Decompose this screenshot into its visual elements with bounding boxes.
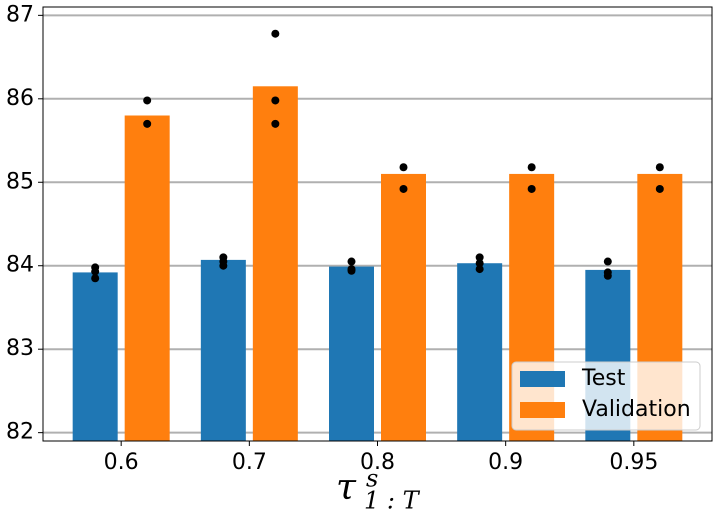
x-tick-label: 0.95 [609,450,658,475]
data-point [527,184,536,193]
bar [252,86,298,442]
y-tick-label: 85 [6,169,34,194]
data-point [91,274,100,283]
legend-label: Test [581,366,626,391]
legend-swatch [520,371,565,387]
bar [124,115,170,441]
data-point [271,119,280,128]
data-point [475,265,484,274]
data-point [655,163,664,172]
y-tick-label: 83 [6,336,34,361]
x-label-sub: 1 : T [364,487,421,515]
data-point [475,253,484,262]
x-tick-label: 0.8 [360,450,395,475]
data-point [475,259,484,268]
data-point [143,96,152,105]
data-point [399,163,408,172]
y-tick-label: 84 [6,253,34,278]
axes-frame [42,6,713,442]
data-point [219,261,228,270]
data-point [271,96,280,105]
data-point [603,257,612,266]
x-tick-label: 0.6 [104,450,139,475]
data-point [527,163,536,172]
legend-label: Validation [582,397,691,422]
data-point [603,271,612,280]
data-point [347,257,356,266]
bar [457,263,503,441]
bar [381,173,426,441]
x-label-sup: s [366,465,378,493]
data-point [655,184,664,193]
y-tick-label: 86 [6,86,34,111]
x-label-base: τ [336,467,357,508]
x-tick-label: 0.9 [488,450,523,475]
bar [72,272,118,441]
y-tick-label: 87 [6,2,34,27]
y-tick-label: 82 [6,420,34,445]
data-point [143,119,152,128]
legend-swatch [520,402,565,418]
x-tick-label: 0.7 [232,450,267,475]
data-point [399,184,408,193]
x-axis-label: τ s 1 : T [336,465,421,515]
data-point [271,29,280,38]
data-point [347,266,356,275]
bar [329,266,374,441]
data-point [91,267,100,276]
bar [200,259,246,441]
